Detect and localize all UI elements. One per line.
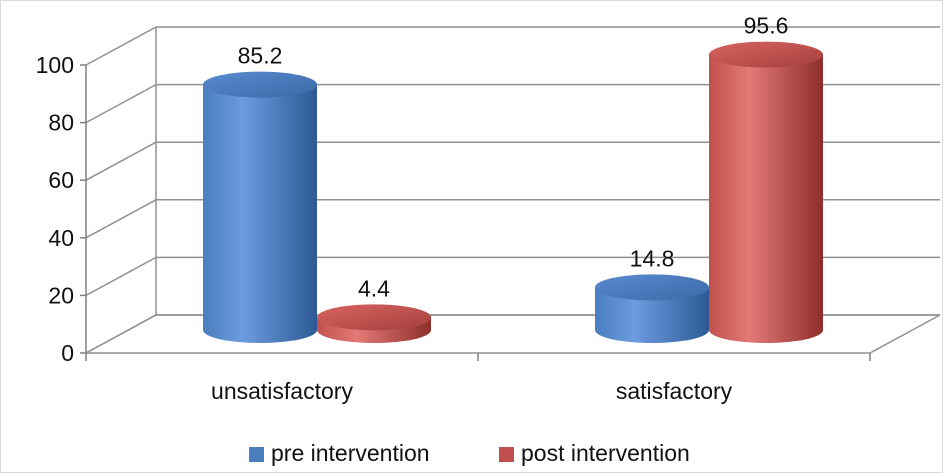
- data-label: 14.8: [630, 245, 675, 271]
- legend-label: pre intervention: [271, 440, 430, 466]
- y-tick-label: 40: [48, 225, 74, 251]
- bar: [203, 71, 317, 343]
- bar: [595, 274, 709, 343]
- legend-item: post intervention: [499, 440, 690, 466]
- legend-item: pre intervention: [249, 440, 430, 466]
- bar-body: [709, 54, 823, 344]
- gridline-side: [85, 83, 157, 124]
- legend-label: post intervention: [521, 440, 690, 466]
- bar-body: [595, 287, 709, 343]
- x-category-label: satisfactory: [616, 378, 733, 404]
- data-label: 4.4: [358, 275, 390, 301]
- gridline-side: [85, 314, 157, 354]
- y-tick-label: 100: [36, 52, 74, 78]
- bars: [203, 41, 823, 344]
- bar-top: [709, 41, 823, 68]
- y-tick-label: 0: [61, 340, 74, 366]
- y-tick-label: 80: [48, 110, 74, 136]
- data-label: 95.6: [744, 13, 789, 39]
- legend-swatch: [499, 447, 514, 462]
- labels: unsatisfactory satisfactory 85.2 4.4 14.8 95.…: [211, 13, 788, 404]
- data-label: 85.2: [238, 43, 283, 69]
- bar-top: [317, 304, 431, 331]
- bar: [709, 41, 823, 344]
- axes: 0 20 40 60 80 100: [36, 52, 871, 366]
- gridline-side: [85, 199, 157, 239]
- bar-top: [595, 274, 709, 301]
- bar: [317, 304, 431, 343]
- x-category-label: unsatisfactory: [211, 378, 353, 404]
- y-tick-label: 20: [48, 282, 74, 308]
- gridline-side: [85, 26, 157, 66]
- bar-top: [203, 71, 317, 98]
- legend-swatch: [249, 447, 264, 462]
- legend: pre intervention post intervention: [249, 440, 690, 466]
- y-tick-label: 60: [48, 167, 74, 193]
- bar-body: [203, 84, 317, 343]
- gridline-side: [85, 141, 157, 181]
- gridline-side: [85, 256, 157, 297]
